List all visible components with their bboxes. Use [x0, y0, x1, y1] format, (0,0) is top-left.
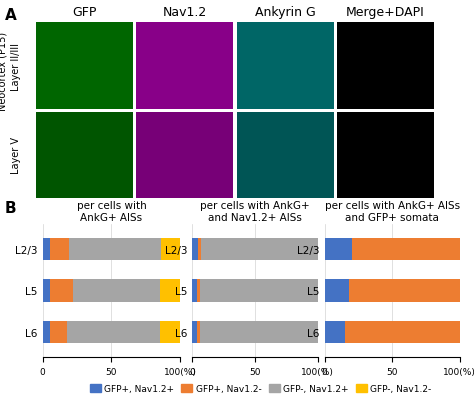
Text: GFP: GFP — [72, 6, 96, 19]
Bar — [345, 321, 460, 343]
Bar — [325, 321, 345, 343]
Text: A: A — [5, 8, 17, 23]
Bar — [43, 321, 49, 343]
Bar — [198, 238, 201, 261]
Title: per cells with
AnkG+ AISs: per cells with AnkG+ AISs — [76, 201, 146, 223]
Bar — [69, 238, 161, 261]
Title: per cells with AnkG+ AISs
and GFP+ somata: per cells with AnkG+ AISs and GFP+ somat… — [325, 201, 460, 223]
Bar — [197, 279, 200, 302]
Bar — [192, 279, 197, 302]
Bar — [49, 279, 73, 302]
Text: Merge+DAPI: Merge+DAPI — [346, 6, 425, 19]
Bar — [161, 238, 180, 261]
Bar — [192, 321, 197, 343]
Bar — [43, 238, 49, 261]
Bar — [200, 279, 318, 302]
Text: Ankyrin G: Ankyrin G — [255, 6, 316, 19]
Bar — [325, 279, 349, 302]
Bar — [159, 279, 180, 302]
Bar — [49, 321, 67, 343]
Bar — [73, 279, 159, 302]
Bar — [192, 238, 198, 261]
Bar — [201, 238, 318, 261]
Bar — [200, 321, 318, 343]
Bar — [352, 238, 460, 261]
Text: Layer V: Layer V — [11, 137, 21, 174]
Text: Nav1.2: Nav1.2 — [163, 6, 207, 19]
Legend: GFP+, Nav1.2+, GFP+, Nav1.2-, GFP-, Nav1.2+, GFP-, Nav1.2-: GFP+, Nav1.2+, GFP+, Nav1.2-, GFP-, Nav1… — [86, 380, 435, 397]
Bar — [349, 279, 460, 302]
Bar — [49, 238, 69, 261]
Bar — [67, 321, 159, 343]
Bar — [325, 238, 352, 261]
Bar — [43, 279, 49, 302]
Title: per cells with AnkG+
and Nav1.2+ AISs: per cells with AnkG+ and Nav1.2+ AISs — [200, 201, 310, 223]
Text: B: B — [5, 200, 17, 215]
Bar — [197, 321, 200, 343]
Bar — [159, 321, 180, 343]
Text: Neocortex (P15): Neocortex (P15) — [0, 32, 8, 111]
Text: Layer II/III: Layer II/III — [11, 43, 21, 90]
